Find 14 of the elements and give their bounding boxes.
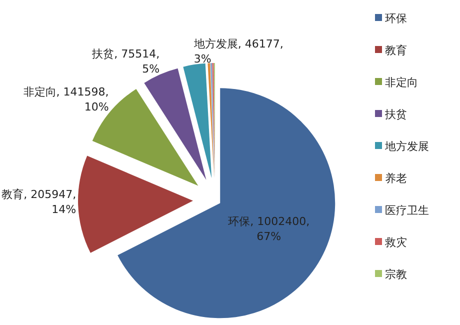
- data-label: 教育, 205947, 14%: [2, 188, 76, 216]
- data-label: 扶贫, 75514, 5%: [91, 48, 160, 76]
- legend-label: 救灾: [384, 236, 407, 249]
- legend-label: 扶贫: [384, 108, 407, 121]
- data-label: 环保, 1002400, 67%: [228, 215, 310, 244]
- data-label: 地方发展, 46177, 3%: [192, 38, 284, 66]
- legend-label: 养老: [385, 172, 407, 185]
- legend-label: 地方发展: [384, 140, 429, 153]
- legend-label: 环保: [385, 12, 407, 25]
- legend-label: 医疗卫生: [385, 204, 429, 217]
- data-label: 非定向, 141598, 10%: [23, 85, 109, 114]
- legend-label: 宗教: [385, 268, 407, 281]
- legend-label: 教育: [385, 44, 407, 57]
- legend-label: 非定向: [385, 76, 418, 89]
